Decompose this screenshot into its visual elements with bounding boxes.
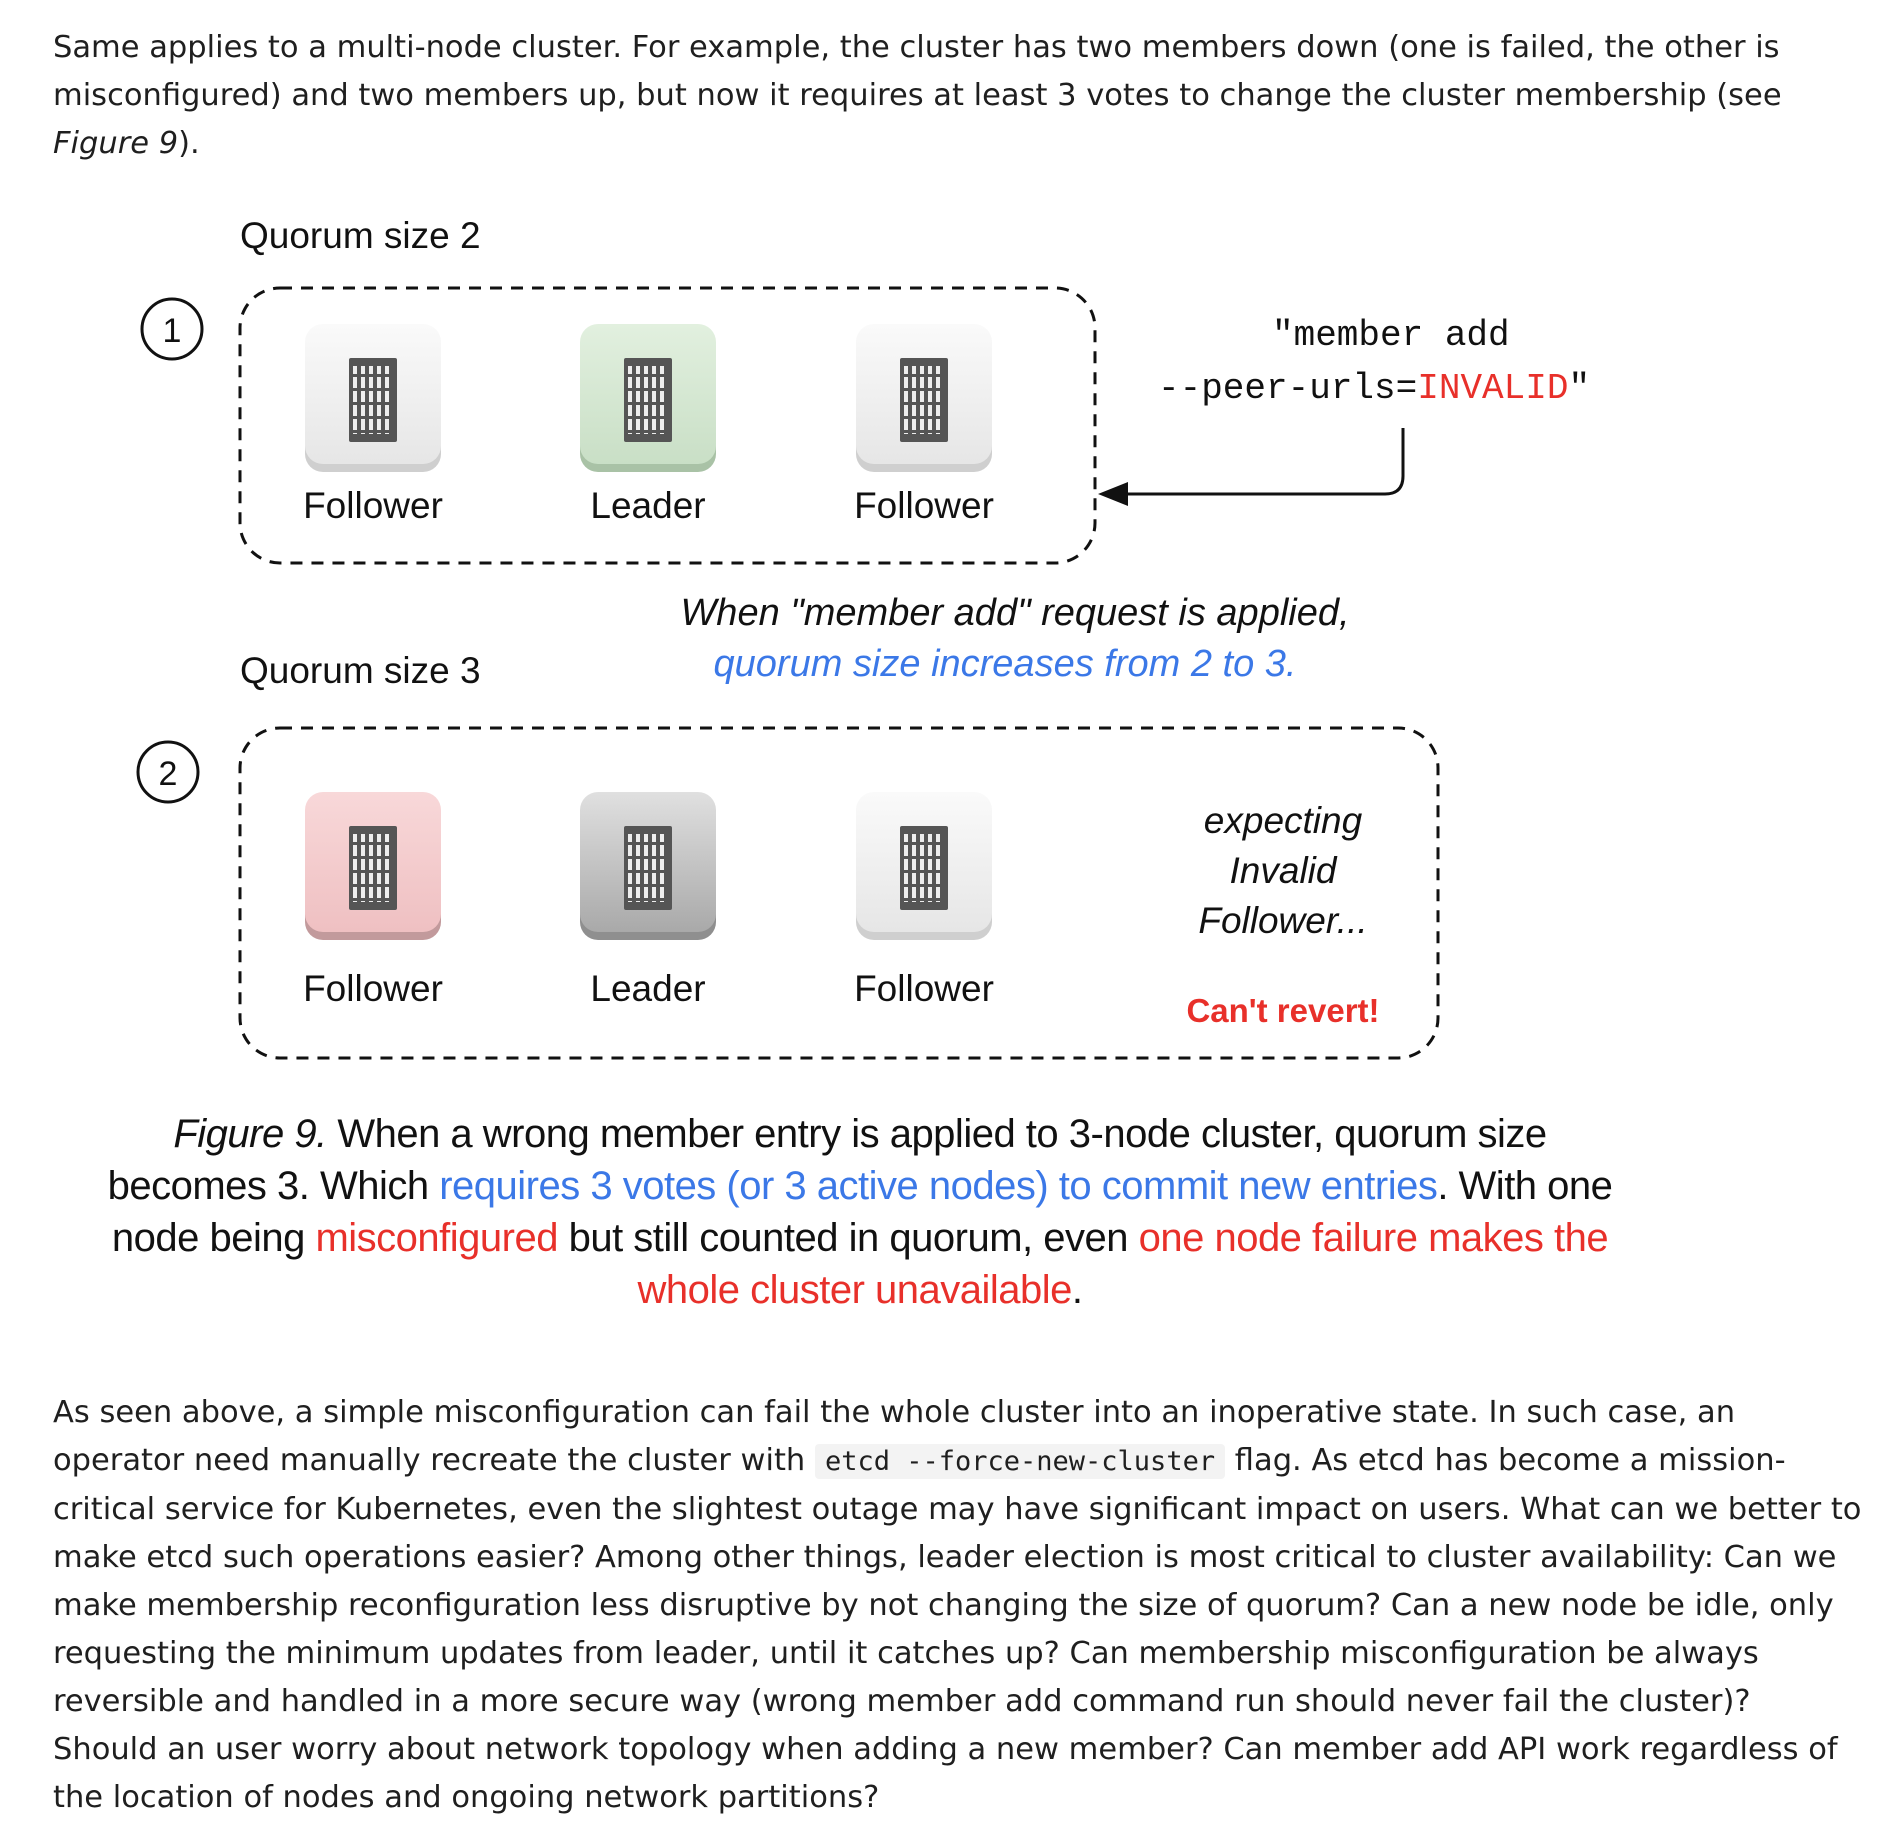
member-add-command-line1: "member add: [1272, 315, 1510, 356]
outro-paragraph: As seen above, a simple misconfiguration…: [53, 1389, 1863, 1822]
step-1-marker: 1: [140, 297, 204, 361]
expecting-line-1: expecting: [1204, 800, 1363, 841]
node-follower-3: [856, 792, 992, 940]
step-2-marker: 2: [136, 740, 200, 804]
intro-text-end: ).: [178, 126, 200, 161]
quorum-size-3-label: Quorum size 3: [240, 650, 481, 691]
caption-highlight-red: misconfigured: [315, 1216, 558, 1260]
server-icon: [624, 826, 672, 910]
quorum-size-2-label: Quorum size 2: [240, 215, 481, 256]
figure-caption: Figure 9. When a wrong member entry is a…: [100, 1108, 1620, 1316]
node-follower-failed: [305, 792, 441, 940]
member-add-command-line2: --peer-urls=INVALID": [1158, 368, 1590, 409]
expecting-line-2: Invalid: [1230, 850, 1338, 891]
peer-urls-flag: --peer-urls=: [1158, 368, 1417, 409]
cluster-box-2: [238, 726, 1440, 1060]
node-role-label: Follower: [303, 968, 443, 1009]
node-role-label: Follower: [854, 485, 994, 526]
node-leader-2: [580, 792, 716, 940]
caption-text: When a wrong member entry is applied to …: [107, 1112, 1548, 1208]
caption-highlight-red: one node failure makes the whole cluster…: [637, 1216, 1609, 1312]
outro-text: As seen above, a simple misconfiguration…: [53, 1395, 1736, 1478]
caption-highlight-blue: requires 3 votes (or 3 active nodes) to …: [439, 1164, 1438, 1208]
intro-text: Same applies to a multi-node cluster. Fo…: [53, 30, 1782, 113]
transition-line-2: quorum size increases from 2 to 3.: [714, 643, 1297, 685]
inline-code: etcd --force-new-cluster: [814, 1444, 1226, 1479]
node-role-label: Follower: [854, 968, 994, 1009]
outro-text-end: flag. As etcd has become a mission-criti…: [53, 1443, 1862, 1815]
figure-reference: Figure 9: [53, 126, 179, 161]
caption-text: but still counted in quorum, even: [557, 1216, 1139, 1260]
caption-text: . With one node being: [111, 1164, 1613, 1260]
arrow-head-icon: [1098, 482, 1128, 506]
server-icon: [900, 826, 948, 910]
node-follower-2: [856, 324, 992, 472]
server-icon: [349, 826, 397, 910]
node-follower-1: [305, 324, 441, 472]
transition-line-1: When "member add" request is applied,: [680, 592, 1349, 634]
expecting-line-3: Follower...: [1198, 900, 1367, 941]
caption-text: .: [1071, 1268, 1083, 1312]
server-icon: [349, 358, 397, 442]
step-1-number: 1: [163, 312, 182, 350]
figure-9-diagram: Quorum size 2 1 Follower Leader Follower…: [136, 215, 1590, 1060]
server-icon: [900, 358, 948, 442]
node-leader-1: [580, 324, 716, 472]
caption-figure-label: Figure 9.: [173, 1112, 327, 1156]
command-arrow: [1128, 428, 1405, 496]
node-role-label: Leader: [590, 968, 705, 1009]
command-quote: ": [1568, 368, 1590, 409]
invalid-value: INVALID: [1417, 368, 1568, 409]
intro-paragraph: Same applies to a multi-node cluster. Fo…: [53, 24, 1863, 168]
node-role-label: Leader: [590, 485, 705, 526]
step-2-number: 2: [159, 755, 178, 793]
cluster-box-1: [238, 286, 1097, 565]
cant-revert-label: Can't revert!: [1186, 992, 1379, 1029]
node-role-label: Follower: [303, 485, 443, 526]
server-icon: [624, 358, 672, 442]
